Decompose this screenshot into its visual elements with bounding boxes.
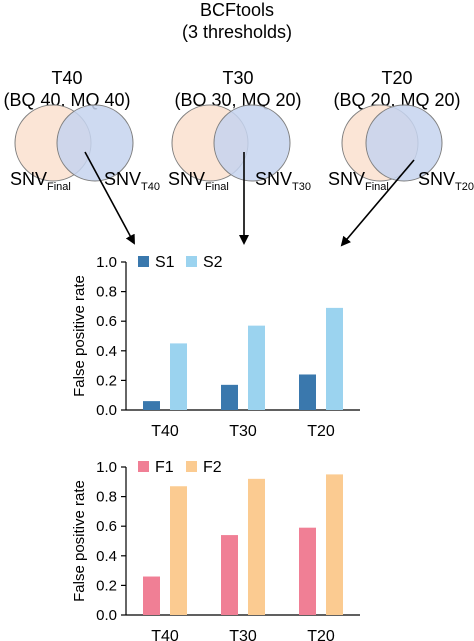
arrow-t40 xyxy=(84,151,135,245)
bar-f2-t30 xyxy=(248,478,265,615)
figure-subtitle: (3 thresholds) xyxy=(182,22,292,42)
venn-left-label: SNVFinal xyxy=(328,169,389,193)
legend-swatch-f1 xyxy=(138,461,149,472)
bar-f1-t20 xyxy=(299,527,316,615)
bar-s1-t20 xyxy=(299,374,316,410)
figure-title: BCFtools xyxy=(200,0,274,20)
x-tick-label: T30 xyxy=(229,628,257,641)
legend-label-s2: S2 xyxy=(203,254,223,271)
venn-right-label: SNVT20 xyxy=(418,169,474,193)
y-tick-label: 0.6 xyxy=(96,313,117,330)
venn-right-label: SNVT30 xyxy=(255,169,311,193)
venn-left-label: SNVFinal xyxy=(10,169,71,193)
y-tick-label: 0.6 xyxy=(96,518,117,535)
bar-s1-t30 xyxy=(221,384,238,410)
y-tick-label: 1.0 xyxy=(96,459,117,476)
chart-f1-f2: 0.0 0.2 0.4 0.6 0.8 1.0 False positive rate T40… xyxy=(71,459,360,641)
chart-s1-s2: 0.0 0.2 0.4 0.6 0.8 1.0 False positive rate T40… xyxy=(71,254,360,440)
legend-swatch-s2 xyxy=(186,256,197,267)
venn-params: (BQ 20, MQ 20) xyxy=(333,90,460,110)
legend-label-s1: S1 xyxy=(155,254,175,271)
legend-label-f1: F1 xyxy=(155,459,174,476)
venn-params: (BQ 40, MQ 40) xyxy=(3,90,130,110)
venn-title: T20 xyxy=(381,68,412,88)
x-tick-label: T40 xyxy=(151,423,179,440)
y-tick-label: 0.8 xyxy=(96,489,117,506)
y-tick-label: 0.2 xyxy=(96,372,117,389)
venn-right-label: SNVT40 xyxy=(104,169,160,193)
venn-left-label: SNVFinal xyxy=(168,169,229,193)
x-tick-label: T20 xyxy=(307,423,335,440)
y-tick-label: 0.8 xyxy=(96,284,117,301)
bar-s2-t40 xyxy=(170,343,187,410)
venn-title: T30 xyxy=(222,68,253,88)
venn-right-circle xyxy=(365,104,443,182)
y-tick-label: 0.2 xyxy=(96,577,117,594)
y-tick-label: 0.0 xyxy=(96,402,117,419)
bar-s2-t30 xyxy=(248,325,265,410)
x-tick-label: T40 xyxy=(151,628,179,641)
arrow-t20 xyxy=(340,159,415,247)
bar-f2-t20 xyxy=(326,474,343,615)
legend-swatch-f2 xyxy=(186,461,197,472)
venn-params: (BQ 30, MQ 20) xyxy=(174,90,301,110)
x-tick-label: T30 xyxy=(229,423,257,440)
y-tick-label: 1.0 xyxy=(96,254,117,271)
venn-t40: T40 (BQ 40, MQ 40) SNVFinal SNVT40 xyxy=(3,68,160,245)
y-tick-label: 0.4 xyxy=(96,548,117,565)
legend-swatch-s1 xyxy=(138,256,149,267)
venn-t30: T30 (BQ 30, MQ 20) SNVFinal SNVT30 xyxy=(168,68,311,245)
y-tick-label: 0.4 xyxy=(96,343,117,360)
legend-label-f2: F2 xyxy=(203,459,222,476)
bar-f1-t40 xyxy=(143,576,160,615)
bar-f2-t40 xyxy=(170,486,187,615)
bar-s1-t40 xyxy=(143,401,160,410)
x-tick-label: T20 xyxy=(307,628,335,641)
venn-t20: T20 (BQ 20, MQ 20) SNVFinal SNVT20 xyxy=(328,68,474,247)
bar-s2-t20 xyxy=(326,307,343,410)
y-tick-label: 0.0 xyxy=(96,607,117,624)
venn-title: T40 xyxy=(51,68,82,88)
bar-f1-t30 xyxy=(221,535,238,615)
venn-right-circle xyxy=(213,104,291,182)
y-axis-label: False positive rate xyxy=(71,480,88,602)
y-axis-label: False positive rate xyxy=(71,275,88,397)
venn-right-circle xyxy=(56,104,134,182)
